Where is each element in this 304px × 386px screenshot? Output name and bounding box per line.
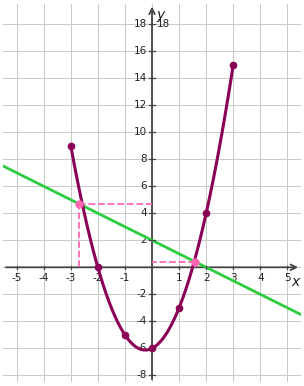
- Text: -6: -6: [137, 344, 147, 353]
- Text: 1: 1: [176, 273, 182, 283]
- Text: 14: 14: [134, 73, 147, 83]
- Text: -8: -8: [137, 371, 147, 380]
- Text: 18: 18: [134, 19, 147, 29]
- Text: 2: 2: [140, 235, 147, 245]
- Text: 10: 10: [134, 127, 147, 137]
- Text: -1: -1: [120, 273, 130, 283]
- Text: 3: 3: [230, 273, 237, 283]
- Text: 4: 4: [257, 273, 264, 283]
- Text: 6: 6: [140, 181, 147, 191]
- Text: x: x: [291, 275, 300, 289]
- Text: y: y: [156, 8, 164, 22]
- Text: -5: -5: [11, 273, 22, 283]
- Text: 18: 18: [157, 19, 170, 29]
- Text: 2: 2: [203, 273, 209, 283]
- Text: 5: 5: [284, 273, 291, 283]
- Text: 4: 4: [140, 208, 147, 218]
- Text: -4: -4: [137, 317, 147, 326]
- Text: 16: 16: [134, 46, 147, 56]
- Text: -4: -4: [39, 273, 49, 283]
- Text: -3: -3: [66, 273, 76, 283]
- Text: -2: -2: [93, 273, 103, 283]
- Text: -2: -2: [137, 290, 147, 299]
- Text: 8: 8: [140, 154, 147, 164]
- Text: 12: 12: [134, 100, 147, 110]
